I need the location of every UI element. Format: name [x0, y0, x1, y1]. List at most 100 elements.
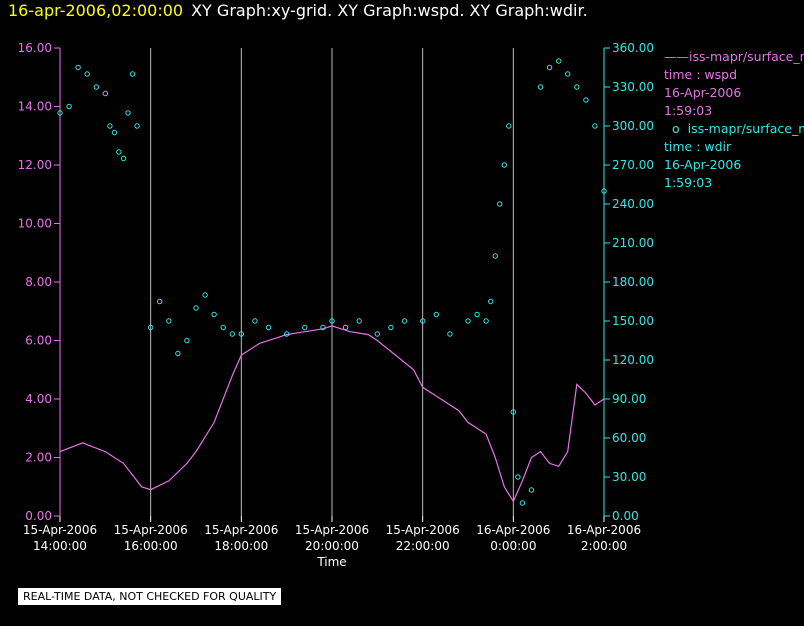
- wdir-point: [374, 331, 380, 337]
- left-axis-tick-label: 16.00: [18, 41, 52, 55]
- wdir-point: [125, 110, 131, 116]
- wdir-point: [583, 97, 589, 103]
- wdir-point: [537, 84, 544, 90]
- x-tick-label-date: 16-Apr-2006: [476, 523, 550, 537]
- legend-wspd-source: iss-mapr/surface_m: [689, 49, 804, 64]
- legend-wdir-time: 1:59:03: [664, 175, 713, 190]
- wdir-point: [116, 149, 122, 155]
- wdir-point: [220, 324, 226, 331]
- wdir-point: [302, 324, 308, 331]
- wdir-point: [556, 58, 562, 64]
- wdir-point: [519, 500, 526, 506]
- x-tick-label-date: 15-Apr-2006: [295, 523, 369, 537]
- right-axis-tick-label: 150.00: [612, 314, 654, 328]
- x-tick-label-time: 0:00:00: [490, 539, 536, 553]
- right-axis-tick-label: 180.00: [612, 275, 654, 289]
- wdir-point: [465, 318, 471, 324]
- wdir-point: [515, 474, 521, 480]
- left-axis-tick-label: 14.00: [18, 100, 52, 114]
- wdir-point: [102, 90, 109, 97]
- wspd-line: [59, 325, 605, 503]
- x-tick-label-date: 15-Apr-2006: [114, 523, 188, 537]
- wdir-point: [148, 324, 154, 331]
- wdir-point: [601, 188, 607, 194]
- title-time: 16-apr-2006,02:00:00: [8, 1, 184, 20]
- wdir-point: [184, 337, 190, 344]
- x-tick-label-date: 15-Apr-2006: [204, 523, 278, 537]
- wdir-point: [75, 64, 81, 71]
- wdir-point: [57, 110, 63, 116]
- wdir-point: [388, 324, 394, 331]
- right-axis-tick-label: 0.00: [612, 509, 639, 523]
- x-axis-label: Time: [316, 555, 346, 569]
- wdir-point: [229, 331, 236, 337]
- wdir-point: [193, 305, 199, 311]
- wdir-point: [546, 64, 553, 71]
- wdir-point: [134, 123, 140, 129]
- x-tick-label-time: 18:00:00: [214, 539, 268, 553]
- quality-note: REAL-TIME DATA, NOT CHECKED FOR QUALITY: [18, 588, 282, 605]
- legend-wdir-date: 16-Apr-2006: [664, 157, 742, 172]
- legend-wspd: ——iss-mapr/surface_m time : wspd 16-Apr-…: [664, 48, 804, 120]
- x-tick-label-time: 16:00:00: [124, 539, 178, 553]
- left-axis-tick-label: 10.00: [18, 217, 52, 231]
- wdir-series: [57, 58, 607, 506]
- x-tick-label-date: 15-Apr-2006: [23, 523, 97, 537]
- right-axis-tick-label: 330.00: [612, 80, 654, 94]
- wdir-point: [356, 318, 362, 324]
- wdir-point: [506, 123, 512, 129]
- right-axis-tick-label: 210.00: [612, 236, 654, 250]
- grid-layer: [59, 48, 605, 516]
- right-axis-tick-label: 60.00: [612, 431, 646, 445]
- right-axis-tick-label: 240.00: [612, 197, 654, 211]
- legend-line-marker: ——: [664, 49, 689, 64]
- wdir-point: [211, 311, 217, 318]
- legend-wspd-name: ——iss-mapr/surface_m: [664, 48, 804, 66]
- wdir-point: [401, 318, 408, 324]
- wdir-point: [107, 123, 113, 129]
- right-axis-tick-label: 360.00: [612, 41, 654, 55]
- legend-circle-marker: o: [672, 121, 680, 136]
- left-axis-tick-label: 8.00: [25, 275, 52, 289]
- wdir-point: [592, 123, 598, 129]
- wdir-point: [574, 84, 580, 90]
- tick-labels: 15-Apr-2006 14:00:00 15-Apr-2006 16:00:00 15…: [18, 41, 654, 569]
- wdir-point: [166, 318, 172, 324]
- legend-wdir-name: o iss-mapr/surface_m: [664, 120, 804, 138]
- right-axis-tick-label: 120.00: [612, 353, 654, 367]
- wdir-point: [483, 318, 489, 324]
- x-tick-label-time: 2:00:00: [581, 539, 627, 553]
- left-axis-tick-label: 12.00: [18, 158, 52, 172]
- wdir-point: [447, 331, 453, 337]
- x-tick-label-date: 15-Apr-2006: [386, 523, 460, 537]
- wdir-point: [433, 311, 439, 318]
- wspd-series: [59, 325, 605, 503]
- left-axis-tick-label: 2.00: [25, 451, 52, 465]
- wdir-point: [202, 292, 208, 298]
- wdir-point: [342, 324, 349, 331]
- right-axis-tick-label: 270.00: [612, 158, 654, 172]
- wdir-point: [252, 318, 258, 324]
- legend-wdir-source: iss-mapr/surface_m: [687, 121, 804, 136]
- left-axis-tick-label: 4.00: [25, 392, 52, 406]
- wdir-point: [120, 155, 127, 162]
- wdir-point: [501, 162, 507, 168]
- wdir-point: [329, 318, 335, 324]
- wdir-point: [84, 71, 90, 77]
- wdir-point: [565, 71, 571, 77]
- wdir-point: [320, 324, 326, 331]
- wdir-point: [420, 318, 426, 324]
- right-axis-tick-label: 300.00: [612, 119, 654, 133]
- title-bar: 16-apr-2006,02:00:00 XY Graph:xy-grid. XY…: [8, 0, 588, 22]
- x-tick-label-time: 14:00:00: [33, 539, 87, 553]
- wdir-point: [474, 311, 480, 318]
- legend-wspd-date: 16-Apr-2006: [664, 85, 742, 100]
- right-axis-tick-label: 90.00: [612, 392, 646, 406]
- wdir-point: [284, 331, 290, 337]
- wdir-point: [238, 331, 245, 337]
- wdir-point: [265, 324, 272, 331]
- wdir-point: [488, 298, 494, 305]
- right-axis-tick-label: 30.00: [612, 470, 646, 484]
- x-tick-label-date: 16-Apr-2006: [567, 523, 641, 537]
